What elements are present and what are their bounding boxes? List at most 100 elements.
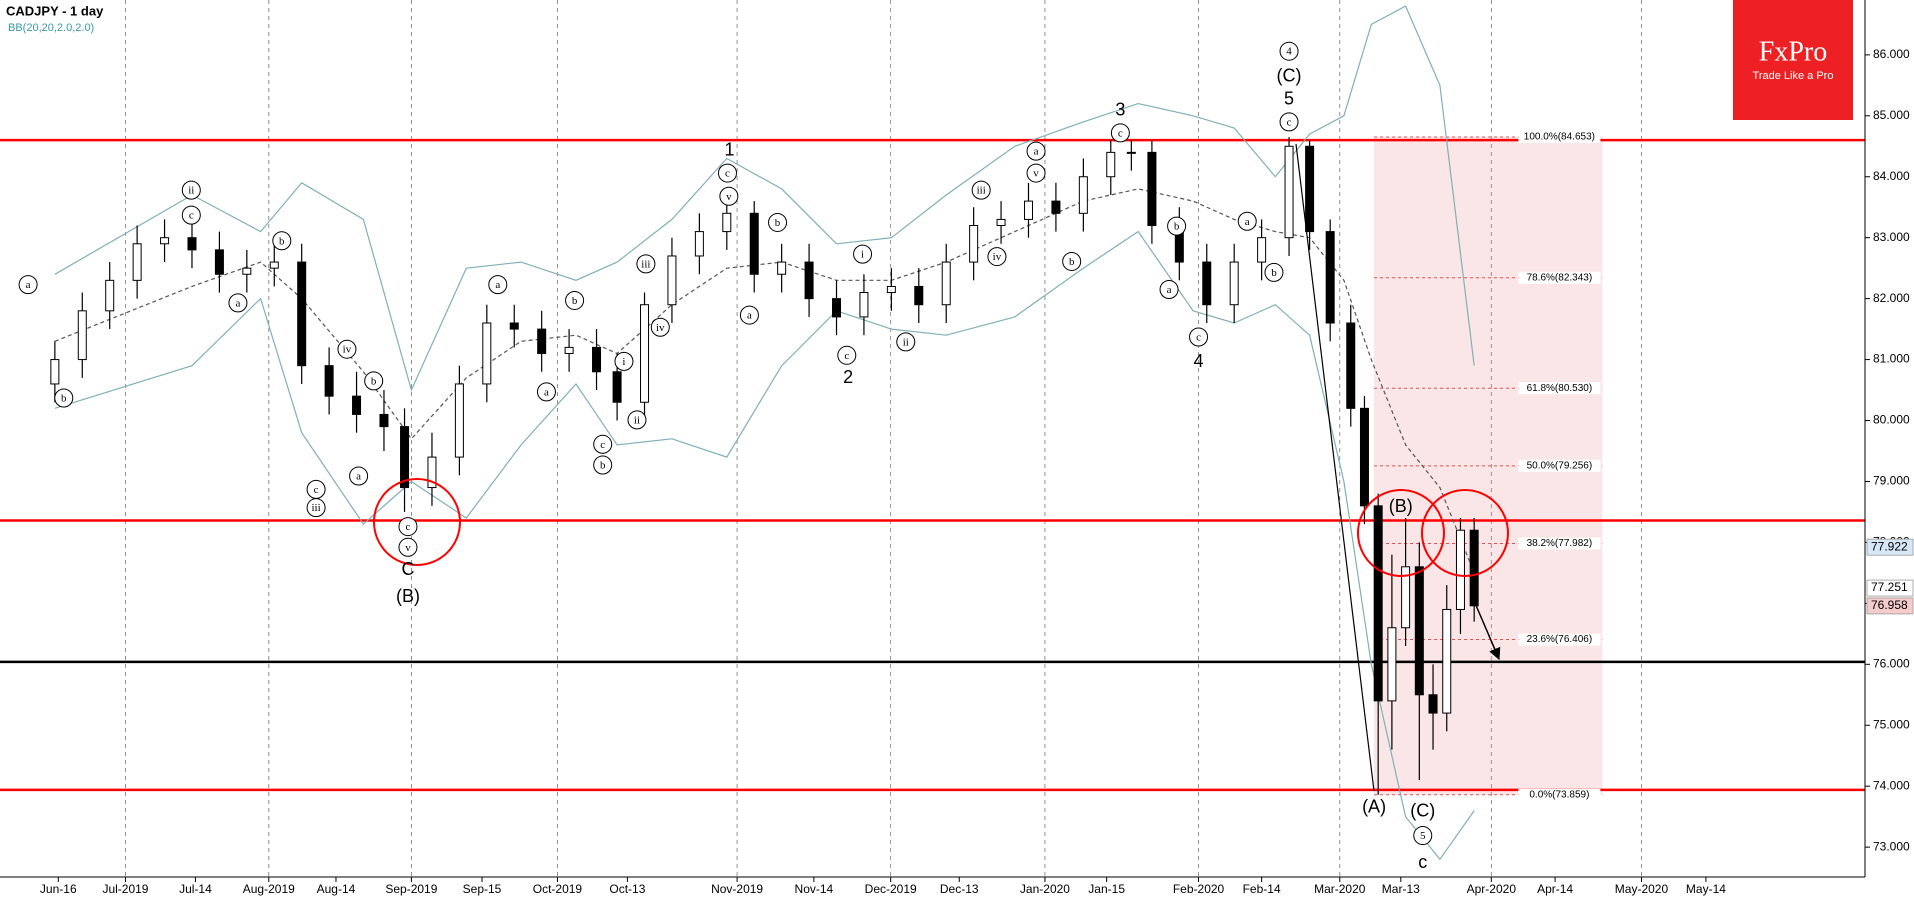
x-tick-label: Mar-2020 bbox=[1314, 882, 1366, 896]
highlight-circle bbox=[1357, 489, 1445, 577]
fib-label-bg bbox=[1518, 537, 1601, 550]
wave-label: ii bbox=[188, 185, 194, 197]
price-tag bbox=[1866, 597, 1914, 615]
candle-body bbox=[612, 371, 622, 403]
candle-body bbox=[1257, 237, 1267, 263]
wave-label: 5 bbox=[1284, 88, 1294, 108]
chart-subtitle: BB(20,20,2.0,2.0) bbox=[8, 22, 94, 34]
x-tick-label: Jul-14 bbox=[179, 882, 212, 896]
wave-label: c bbox=[314, 484, 319, 496]
wave-circle bbox=[398, 517, 418, 537]
wave-circle bbox=[717, 163, 737, 183]
candle-body bbox=[1442, 608, 1452, 714]
candle-body bbox=[667, 255, 677, 306]
candle-body bbox=[1414, 566, 1424, 696]
wave-label: 4 bbox=[1194, 351, 1204, 371]
candle-body bbox=[1469, 529, 1479, 607]
wave-label: (B) bbox=[396, 586, 420, 606]
wave-label: b bbox=[1174, 221, 1180, 233]
wave-label: c bbox=[1118, 127, 1123, 139]
wave-label: c bbox=[1287, 116, 1292, 128]
wave-label: iii bbox=[312, 502, 321, 514]
y-tick-label: 75.000 bbox=[1873, 717, 1910, 731]
candle-body bbox=[592, 346, 602, 373]
wave-circle bbox=[181, 180, 201, 200]
x-tick-label: Oct-13 bbox=[609, 882, 645, 896]
candle-body bbox=[105, 279, 115, 312]
wave-label: b bbox=[572, 295, 578, 307]
y-tick-label: 80.000 bbox=[1873, 413, 1910, 427]
chart-title: CADJPY - 1 day bbox=[6, 3, 104, 18]
wave-label: c bbox=[844, 350, 849, 362]
candle-body bbox=[941, 261, 951, 306]
candle-body bbox=[1229, 261, 1239, 306]
y-tick-label: 79.000 bbox=[1873, 474, 1910, 488]
wave-label: (B) bbox=[1389, 496, 1413, 516]
wave-label: ii bbox=[903, 336, 909, 348]
fib-label: 38.2%(77.982) bbox=[1527, 538, 1593, 549]
candle-body bbox=[1284, 145, 1294, 239]
wave-label: c bbox=[600, 439, 605, 451]
wave-label: b bbox=[279, 235, 285, 247]
wave-circle bbox=[1279, 112, 1299, 132]
wave-circle bbox=[837, 345, 857, 365]
candle-body bbox=[722, 212, 732, 233]
candle-body bbox=[914, 285, 924, 306]
candle-body bbox=[1126, 151, 1136, 154]
fib-label-bg bbox=[1518, 130, 1601, 143]
wave-circle bbox=[1026, 141, 1046, 161]
y-tick-label: 74.000 bbox=[1873, 778, 1910, 792]
highlight-circle bbox=[373, 478, 461, 566]
wave-label: iv bbox=[993, 251, 1002, 263]
wave-circle bbox=[1062, 251, 1082, 271]
candle-body bbox=[50, 359, 60, 385]
y-tick-label: 73.000 bbox=[1873, 839, 1910, 853]
price-tag-label: 77.251 bbox=[1871, 580, 1908, 594]
x-tick-label: Apr-14 bbox=[1537, 882, 1573, 896]
candle-body bbox=[187, 237, 197, 251]
wave-label: (C) bbox=[1410, 800, 1435, 820]
x-tick-label: Sep-15 bbox=[463, 882, 502, 896]
fib-label-bg bbox=[1518, 271, 1601, 284]
y-tick-label: 76.000 bbox=[1873, 656, 1910, 670]
x-tick-label: May-2020 bbox=[1615, 882, 1669, 896]
wave-circle bbox=[337, 339, 357, 359]
wave-circle bbox=[536, 382, 556, 402]
wave-label: b bbox=[775, 217, 781, 229]
candle-body bbox=[1106, 151, 1116, 178]
candle-body bbox=[1305, 145, 1315, 233]
wave-circle bbox=[636, 254, 656, 274]
candle-body bbox=[886, 285, 896, 294]
candle-body bbox=[1051, 200, 1061, 214]
candle-body bbox=[1359, 407, 1369, 507]
candle-body bbox=[269, 261, 279, 269]
wave-label: c bbox=[725, 168, 730, 180]
wave-circle bbox=[1264, 262, 1284, 282]
wave-line bbox=[1295, 143, 1375, 792]
wave-circle bbox=[739, 305, 759, 325]
candle-body bbox=[160, 237, 170, 245]
candle-body bbox=[1325, 231, 1335, 324]
wave-circle bbox=[349, 466, 369, 486]
candle-body bbox=[379, 413, 389, 428]
y-tick-label: 81.000 bbox=[1873, 352, 1910, 366]
x-tick-label: Jan-2020 bbox=[1020, 882, 1070, 896]
wave-circle bbox=[896, 332, 916, 352]
x-tick-label: Sep-2019 bbox=[385, 882, 437, 896]
y-tick-label: 85.000 bbox=[1873, 108, 1910, 122]
wave-label: b bbox=[371, 375, 377, 387]
wave-circle bbox=[565, 290, 585, 310]
fib-label-bg bbox=[1518, 459, 1601, 472]
wave-circle bbox=[364, 371, 384, 391]
logo-brand: FxPro bbox=[1759, 36, 1827, 67]
wave-label: 4 bbox=[1286, 46, 1292, 58]
wave-circle bbox=[650, 317, 670, 337]
wave-label: (C) bbox=[1277, 65, 1302, 85]
projection-arrow bbox=[1474, 602, 1501, 661]
candle-body bbox=[1401, 566, 1411, 629]
wave-circle bbox=[593, 455, 613, 475]
wave-label: v bbox=[726, 191, 732, 203]
candle-body bbox=[694, 231, 704, 257]
